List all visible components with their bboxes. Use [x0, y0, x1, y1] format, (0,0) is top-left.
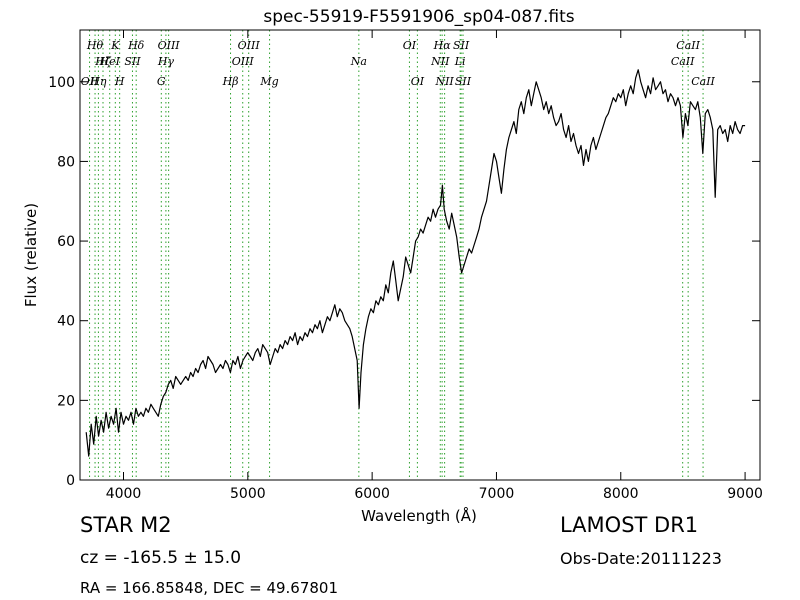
line-label-14: OIII — [238, 39, 261, 52]
observation-date: Obs-Date:20111223 — [560, 549, 722, 568]
line-label-17: OI — [403, 39, 417, 52]
y-tick-label-4: 80 — [57, 154, 75, 170]
line-label-9: G — [157, 75, 166, 88]
y-tick-label-3: 60 — [57, 234, 75, 250]
line-label-10: Hγ — [157, 55, 175, 68]
y-tick-label-5: 100 — [48, 75, 75, 91]
x-tick-label-2: 6000 — [354, 486, 390, 502]
y-axis: 0 20 40 60 80 100 — [48, 75, 760, 489]
line-label-7: SII — [124, 55, 141, 68]
line-label-20: Hα — [433, 39, 452, 52]
line-label-1: Hθ — [86, 39, 104, 52]
line-label-23: SII — [453, 39, 470, 52]
object-class: STAR M2 — [80, 513, 172, 537]
y-tick-label-1: 20 — [57, 393, 75, 409]
line-label-18: OI — [411, 75, 425, 88]
line-label-19: NII — [430, 55, 450, 68]
x-tick-label-3: 7000 — [479, 486, 515, 502]
y-tick-label-2: 40 — [57, 314, 75, 330]
line-label-8: Hδ — [127, 39, 145, 52]
line-label-11: OIII — [158, 39, 181, 52]
line-label-26: CaII — [676, 39, 700, 52]
x-tick-label-5: 9000 — [727, 486, 763, 502]
coordinates-readout: RA = 166.85848, DEC = 49.67801 — [80, 579, 339, 597]
line-label-4: HeI — [98, 55, 120, 68]
plot-frame — [79, 29, 761, 481]
line-label-27: CaII — [691, 75, 715, 88]
line-label-25: CaII — [671, 55, 695, 68]
chart-title: spec-55919-F5591906_sp04-087.fits — [263, 7, 574, 27]
line-label-2: Hη — [89, 75, 107, 88]
line-label-24: SII — [455, 75, 472, 88]
x-axis-label: Wavelength (Å) — [361, 506, 477, 525]
line-label-12: Hβ — [222, 75, 239, 88]
spectral-line-markers — [89, 30, 704, 480]
line-label-0: OII — [81, 75, 99, 88]
line-label-22: Li — [454, 55, 466, 68]
series-layer — [85, 69, 746, 457]
line-label-13: OIII — [232, 55, 255, 68]
series-line-0 — [85, 69, 746, 457]
line-label-16: Na — [350, 55, 367, 68]
x-tick-label-1: 5000 — [230, 486, 266, 502]
x-axis: 4000 5000 6000 7000 8000 9000 — [106, 30, 763, 502]
survey-name: LAMOST DR1 — [560, 513, 699, 537]
y-axis-label: Flux (relative) — [22, 203, 40, 307]
line-label-3: Hζ — [94, 55, 112, 68]
x-tick-label-0: 4000 — [106, 486, 142, 502]
line-label-21: NII — [434, 75, 454, 88]
redshift-readout: cz = -165.5 ± 15.0 — [80, 548, 242, 568]
line-label-5: K — [110, 39, 120, 52]
line-label-6: H — [114, 75, 125, 88]
y-tick-label-0: 0 — [66, 473, 75, 489]
x-tick-label-4: 8000 — [603, 486, 639, 502]
line-label-15: Mg — [259, 75, 278, 88]
